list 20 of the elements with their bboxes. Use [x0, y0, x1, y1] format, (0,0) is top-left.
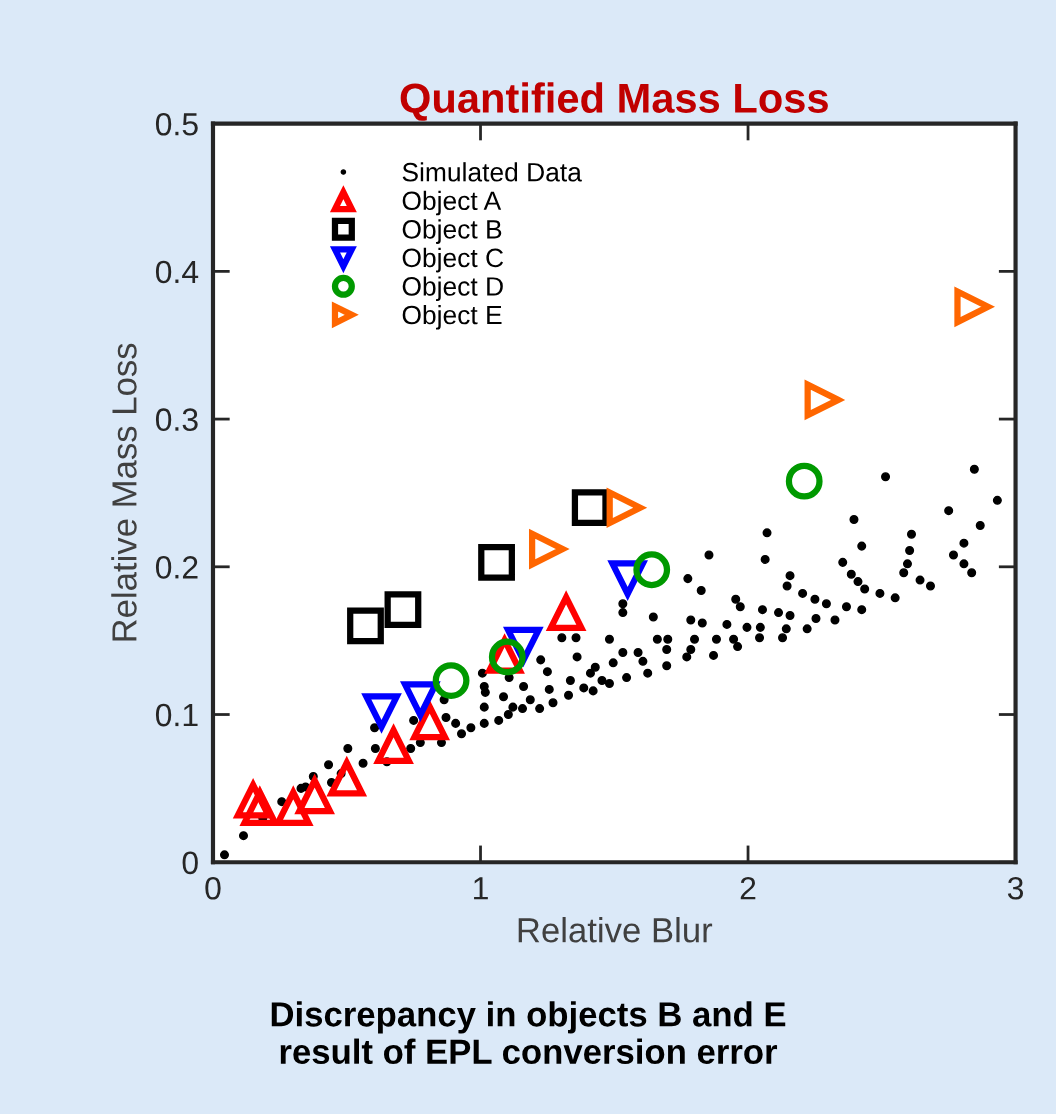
legend-label: Object B [402, 219, 502, 244]
x-tick-label: 0 [205, 876, 221, 900]
x-tick-label: 1 [474, 877, 488, 900]
text: Discrepancy in objects B and E result of EPL conversion error [271, 1001, 786, 1065]
y-tick-label: 0.5 [155, 112, 198, 136]
y-tick-label: 0 [182, 851, 198, 875]
legend-label: Object C [402, 247, 504, 273]
legend-label: Object D [402, 276, 503, 302]
legend-label: Object A [402, 190, 502, 216]
legend-label: Simulated Data [402, 162, 582, 182]
legend-label: Object E [402, 304, 502, 330]
x-axis-title: Relative Blur [518, 917, 713, 943]
y-tick-label: 0.1 [155, 703, 198, 727]
y-tick-label: 0.3 [155, 408, 198, 431]
x-tick-label: 2 [740, 876, 756, 900]
y-tick-label: 0.4 [155, 260, 199, 284]
chart-title: Quantified Mass Loss [400, 82, 828, 121]
y-tick-label: 0.2 [155, 556, 198, 579]
y-axis-title: Relative Mass Loss [111, 343, 137, 641]
x-tick-label: 3 [1007, 876, 1024, 900]
